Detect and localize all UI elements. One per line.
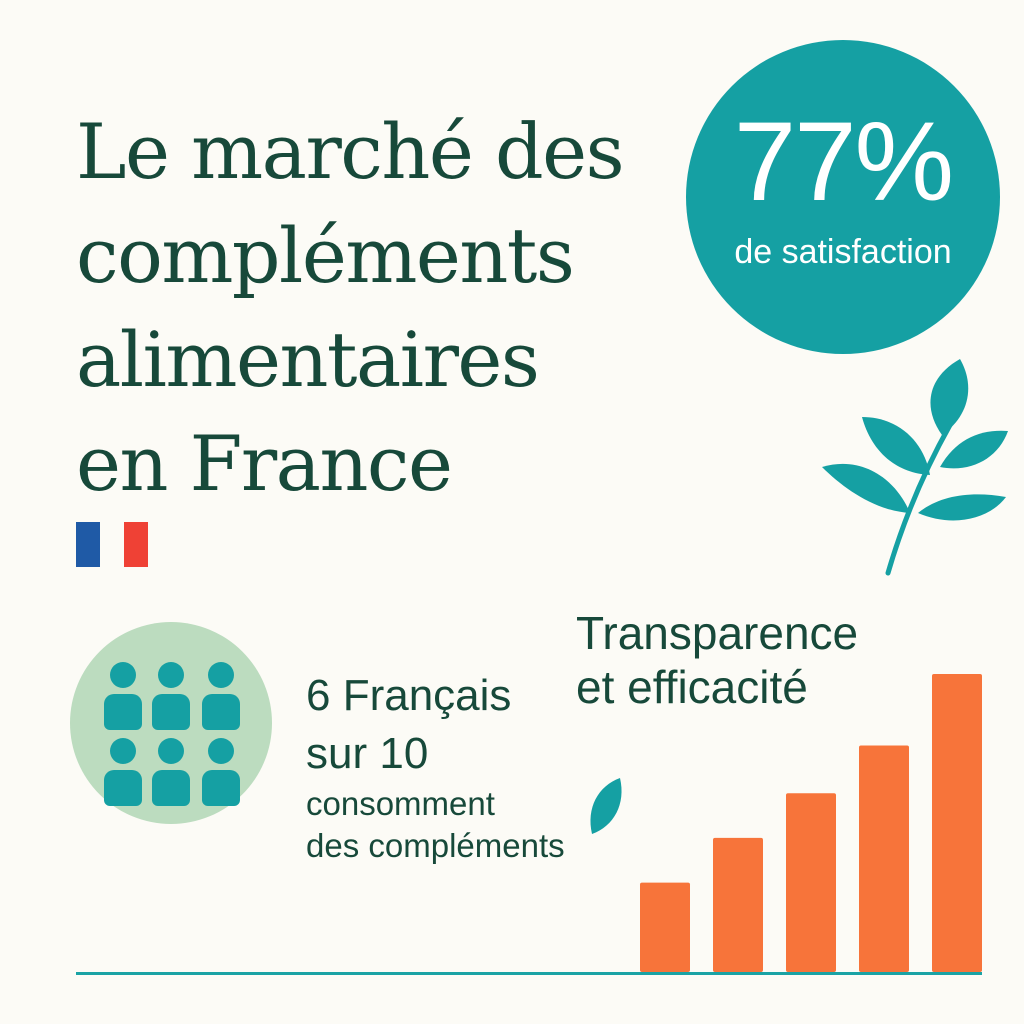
transparency-line-2: et efficacité — [576, 661, 808, 713]
flag-stripe-blue — [76, 522, 100, 567]
people-group-icon — [70, 622, 272, 824]
transparency-headline: Transparence et efficacité — [576, 606, 858, 714]
title-line-4: en France — [76, 419, 453, 508]
consumers-line-4: des compléments — [306, 827, 565, 864]
person-icon — [104, 738, 142, 806]
satisfaction-badge: 77% de satisfaction — [686, 40, 1000, 354]
person-icon — [152, 738, 190, 806]
person-icon — [202, 662, 240, 730]
small-leaf-icon — [590, 778, 622, 834]
person-icon — [202, 738, 240, 806]
consumers-line-3: consomment — [306, 785, 495, 822]
title-line-1: Le marché des — [76, 107, 625, 196]
person-icon — [152, 662, 190, 730]
person-icon — [104, 662, 142, 730]
flag-stripe-red — [124, 522, 148, 567]
baseline-divider — [76, 972, 982, 975]
growth-bar-chart — [640, 674, 982, 972]
consumers-stat: 6 Français sur 10 consomment des complém… — [306, 672, 565, 866]
title-line-3: alimentaires — [76, 315, 540, 404]
chart-bar-5 — [932, 674, 982, 972]
chart-bar-4 — [859, 745, 909, 972]
chart-bar-1 — [640, 882, 690, 972]
consumers-line-1: 6 Français — [306, 671, 512, 720]
chart-bar-3 — [786, 793, 836, 972]
satisfaction-value: 77% — [733, 99, 954, 224]
consumers-line-2: sur 10 — [306, 729, 429, 778]
satisfaction-label: de satisfaction — [734, 233, 952, 271]
french-flag-icon — [76, 522, 148, 567]
chart-bar-2 — [713, 837, 763, 972]
flag-stripe-white — [100, 522, 124, 567]
title-line-2: compléments — [76, 211, 575, 300]
leaf-branch-icon — [822, 359, 1008, 576]
transparency-line-1: Transparence — [576, 607, 859, 659]
page-title: Le marché des compléments alimentaires e… — [76, 100, 676, 516]
